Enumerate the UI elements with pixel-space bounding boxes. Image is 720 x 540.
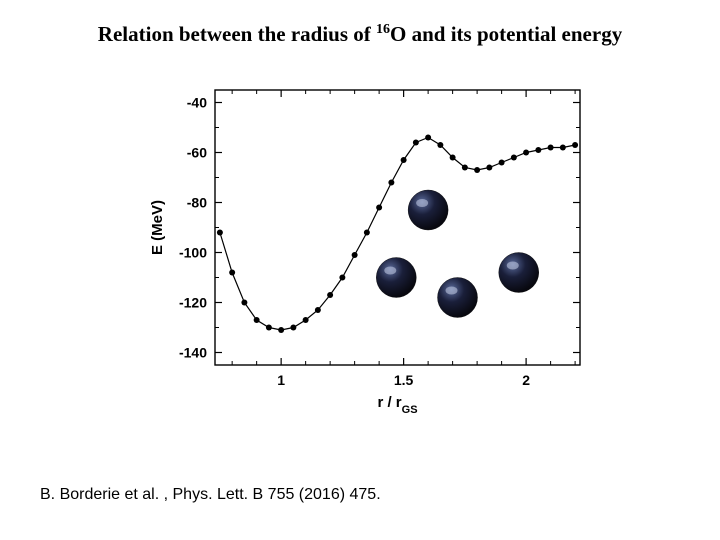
- xtick-label: 2: [522, 372, 530, 388]
- ytick-label: -40: [187, 95, 207, 111]
- ytick-label: -80: [187, 195, 207, 211]
- alpha-cluster-sphere: [438, 278, 478, 318]
- ytick-label: -140: [179, 345, 207, 361]
- ytick-label: -100: [179, 245, 207, 261]
- alpha-cluster-sphere: [376, 258, 416, 298]
- x-axis-label: r / rGS: [377, 394, 417, 416]
- alpha-cluster-sphere: [408, 190, 448, 230]
- energy-chart: -140 -120 -100 -80 -60 -40 1 1.5 2 E (MeV) r / rGS: [150, 80, 590, 420]
- citation-text: B. Borderie et al. , Phys. Lett. B 755 (…: [40, 486, 381, 504]
- ytick-label: -120: [179, 295, 207, 311]
- title-sup: 16: [376, 22, 390, 37]
- ytick-label: -60: [187, 145, 207, 161]
- title-prefix: Relation between the radius of: [98, 22, 376, 46]
- xtick-label: 1: [277, 372, 285, 388]
- title-after-sup: O and its potential energy: [390, 22, 622, 46]
- y-axis-label: E (MeV): [150, 200, 166, 255]
- xtick-label: 1.5: [394, 372, 414, 388]
- energy-curve: [220, 138, 575, 331]
- alpha-cluster-sphere: [499, 253, 539, 293]
- page-title: Relation between the radius of 16O and i…: [0, 22, 720, 47]
